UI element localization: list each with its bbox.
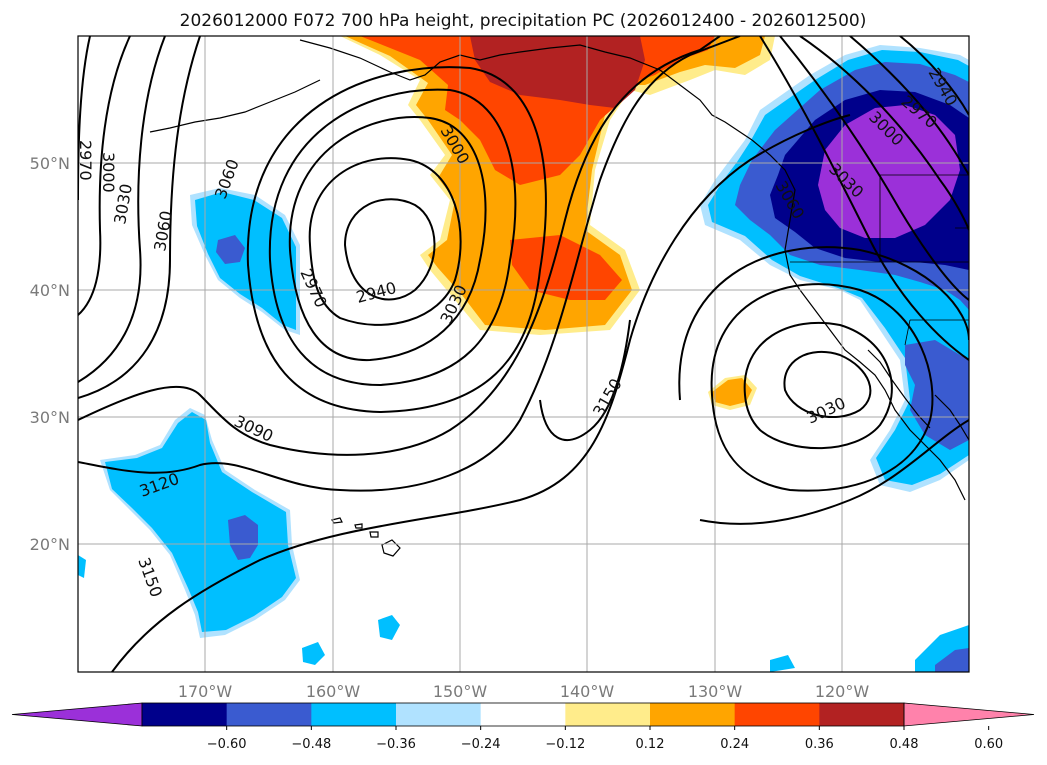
lon-label: 170°W	[178, 682, 233, 701]
lon-labels: 170°W 160°W 150°W 140°W 130°W 120°W	[178, 682, 870, 701]
colorbar-tick-label: −0.36	[376, 737, 416, 752]
colorbar-segment	[819, 703, 904, 726]
colorbar-extend-low	[12, 703, 142, 726]
colorbar-segment	[227, 703, 312, 726]
map-area: 2970 3000 3030 3060 3060 2970 2940 3000 …	[76, 36, 969, 672]
lon-label: 160°W	[306, 682, 361, 701]
colorbar: −0.60 −0.48 −0.36 −0.24 −0.12 0.12 0.24 0.36 0.4…	[12, 703, 1034, 752]
colorbar-tick-label: 0.36	[805, 737, 834, 752]
lat-label: 50°N	[30, 154, 70, 173]
contour-label: 3000	[99, 152, 118, 193]
colorbar-segment	[650, 703, 735, 726]
colorbar-tick-label: 0.24	[720, 737, 749, 752]
colorbar-tick-label: 0.12	[636, 737, 665, 752]
colorbar-segment	[142, 703, 227, 726]
lon-label: 120°W	[815, 682, 870, 701]
lon-label: 130°W	[688, 682, 743, 701]
lat-labels: 50°N 40°N 30°N 20°N	[30, 154, 70, 554]
colorbar-segment	[565, 703, 650, 726]
colorbar-segment	[396, 703, 481, 726]
colorbar-segment	[735, 703, 820, 726]
lon-label: 150°W	[433, 682, 488, 701]
colorbar-tick-label: −0.60	[207, 737, 247, 752]
lon-label: 140°W	[560, 682, 615, 701]
lat-label: 20°N	[30, 535, 70, 554]
colorbar-segment	[311, 703, 396, 726]
lat-label: 40°N	[30, 281, 70, 300]
colorbar-tick-label: 0.48	[890, 737, 919, 752]
colorbar-tick-label: −0.24	[461, 737, 501, 752]
colorbar-tick-label: 0.60	[974, 737, 1003, 752]
chart-title: 2026012000 F072 700 hPa height, precipit…	[180, 11, 867, 31]
contour-label: 2970	[76, 140, 95, 181]
colorbar-segment	[481, 703, 566, 726]
colorbar-tick-label: −0.12	[545, 737, 585, 752]
colorbar-tick-label: −0.48	[291, 737, 331, 752]
lat-label: 30°N	[30, 408, 70, 427]
colorbar-extend-high	[904, 703, 1034, 726]
